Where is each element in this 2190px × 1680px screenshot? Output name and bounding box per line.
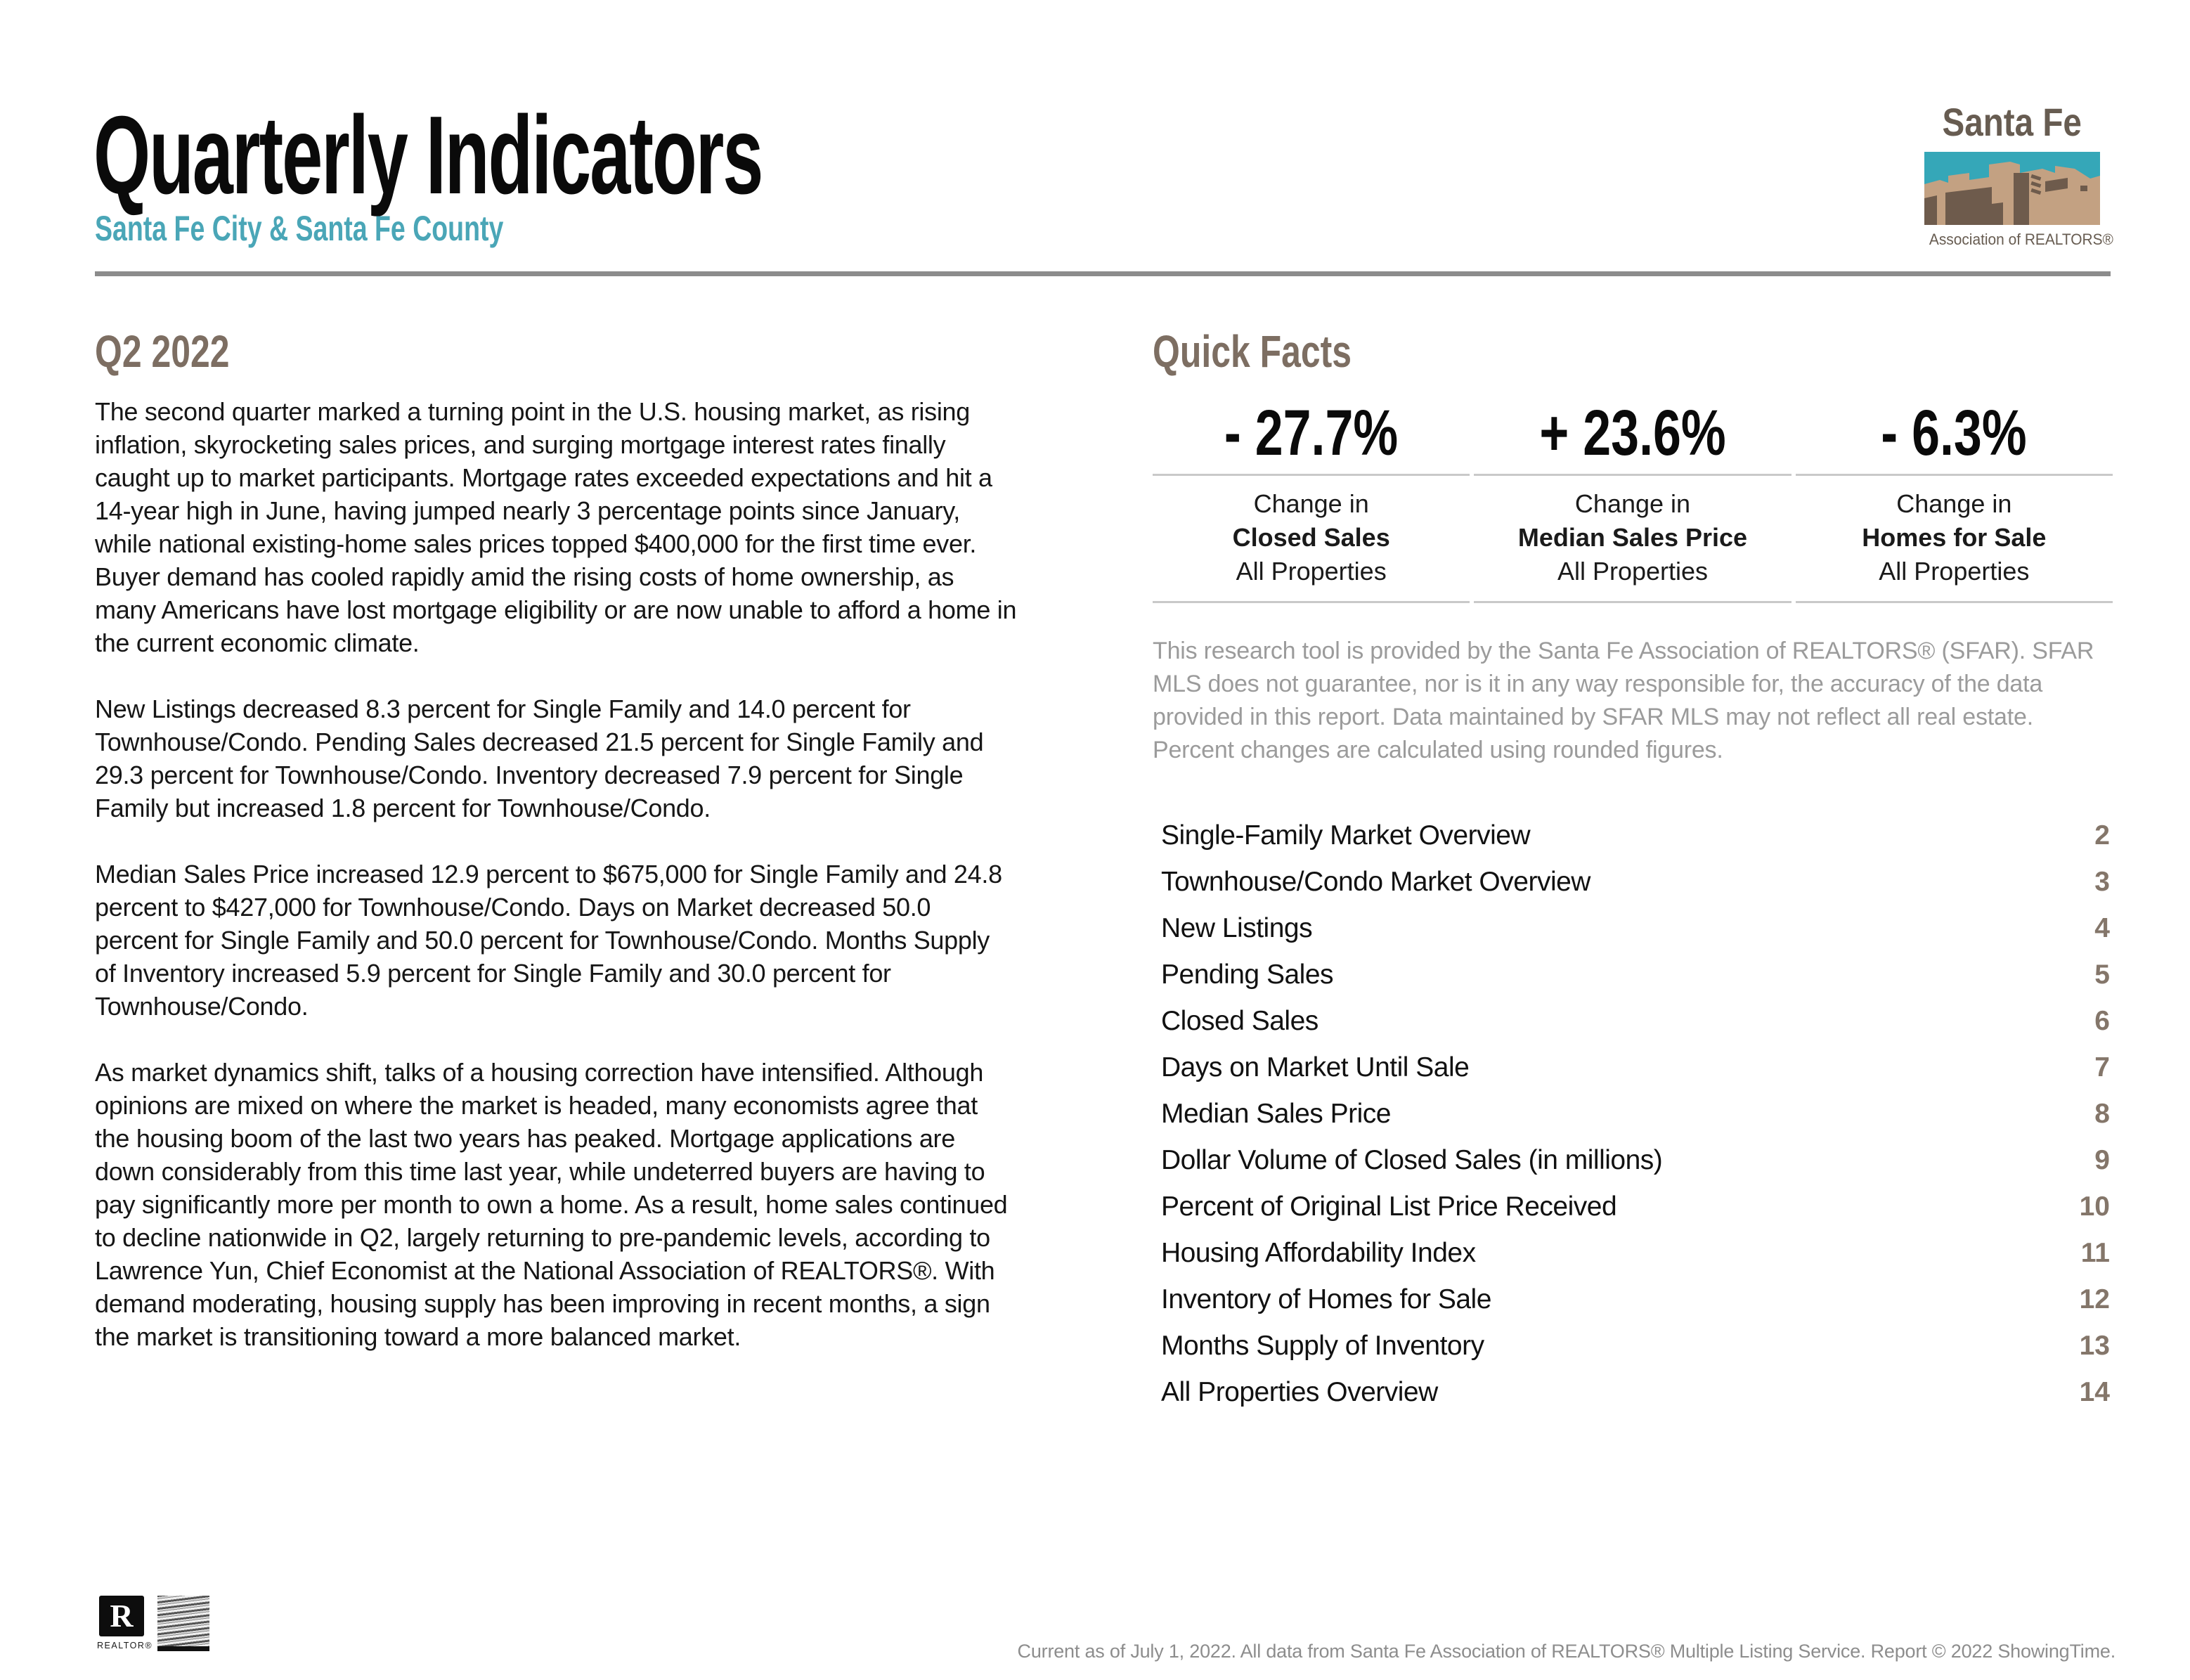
toc-row: Housing Affordability Index 11 [1161, 1238, 2110, 1268]
commentary-paragraph: The second quarter marked a turning poin… [95, 397, 1017, 657]
page-title: Quarterly Indicators [93, 100, 1106, 211]
toc-row: Median Sales Price 8 [1161, 1099, 2110, 1129]
santa-fe-association-logo: Santa Fe Association of REALTORS® [1924, 100, 2113, 248]
period-heading: Q2 2022 [95, 326, 230, 377]
toc-row: New Listings 4 [1161, 913, 2110, 943]
stat-value: - 6.3% [1881, 396, 2028, 469]
santa-fe-logo-tagline: Association of REALTORS® [1929, 231, 2113, 248]
stat-caption: Change in Closed Sales All Properties [1153, 474, 1470, 603]
commentary-paragraph: New Listings decreased 8.3 percent for S… [95, 694, 984, 822]
toc-row: Months Supply of Inventory 13 [1161, 1331, 2110, 1361]
quick-facts-heading: Quick Facts [1153, 326, 1352, 377]
footer-logos: R REALTOR® [97, 1596, 209, 1651]
realtor-r-icon: R [99, 1596, 144, 1636]
commentary-paragraph: Median Sales Price increased 12.9 percen… [95, 860, 1002, 1021]
header-divider [95, 271, 2111, 276]
toc-row: Inventory of Homes for Sale 12 [1161, 1284, 2110, 1314]
stat-caption: Change in Median Sales Price All Propert… [1474, 474, 1791, 603]
toc-row: All Properties Overview 14 [1161, 1377, 2110, 1407]
halftone-texture-image [157, 1596, 209, 1651]
commentary-paragraph: As market dynamics shift, talks of a hou… [95, 1058, 1008, 1351]
stat-value: + 23.6% [1539, 396, 1726, 469]
toc-row: Dollar Volume of Closed Sales (in millio… [1161, 1145, 2110, 1175]
toc-row: Townhouse/Condo Market Overview 3 [1161, 867, 2110, 897]
quick-facts-stats: - 27.7% Change in Closed Sales All Prope… [1153, 391, 2113, 603]
santa-fe-logo-wordmark: Santa Fe [1942, 100, 2082, 144]
toc-row: Closed Sales 6 [1161, 1006, 2110, 1036]
stat-homes-for-sale: - 6.3% Change in Homes for Sale All Prop… [1795, 391, 2113, 603]
stat-closed-sales: - 27.7% Change in Closed Sales All Prope… [1153, 391, 1470, 603]
realtor-wordmark: REALTOR® [97, 1641, 153, 1650]
page-subtitle: Santa Fe City & Santa Fe County [95, 211, 640, 246]
realtor-logo: R REALTOR® [97, 1596, 153, 1650]
report-commentary: The second quarter marked a turning poin… [95, 395, 1017, 1386]
toc-row: Single-Family Market Overview 2 [1161, 820, 2110, 851]
stat-median-sales-price: + 23.6% Change in Median Sales Price All… [1474, 391, 1791, 603]
stat-caption: Change in Homes for Sale All Properties [1795, 474, 2113, 603]
toc-row: Pending Sales 5 [1161, 959, 2110, 990]
stat-value: - 27.7% [1224, 396, 1399, 469]
adobe-pueblo-logo-image [1924, 152, 2100, 225]
page-subtitle-text: Santa Fe City & Santa Fe County [95, 209, 504, 248]
mls-disclaimer: This research tool is provided by the Sa… [1153, 638, 2094, 763]
toc-row: Percent of Original List Price Received 1… [1161, 1191, 2110, 1222]
page-title-text: Quarterly Indicators [93, 93, 763, 217]
table-of-contents: Single-Family Market Overview 2 Townhouse… [1161, 813, 2110, 1416]
toc-row: Days on Market Until Sale 7 [1161, 1052, 2110, 1083]
footer-credit-line: Current as of July 1, 2022. All data fro… [1017, 1641, 2116, 1662]
